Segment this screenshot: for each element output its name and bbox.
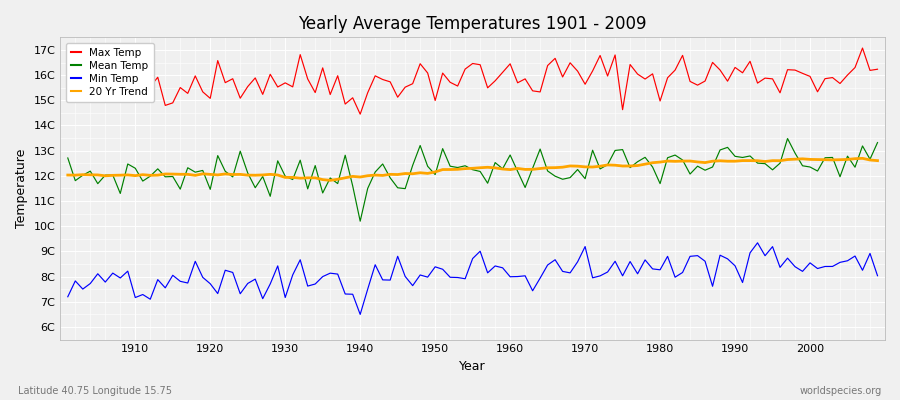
Y-axis label: Temperature: Temperature [15, 149, 28, 228]
Title: Yearly Average Temperatures 1901 - 2009: Yearly Average Temperatures 1901 - 2009 [299, 15, 647, 33]
Legend: Max Temp, Mean Temp, Min Temp, 20 Yr Trend: Max Temp, Mean Temp, Min Temp, 20 Yr Tre… [66, 42, 154, 102]
X-axis label: Year: Year [459, 360, 486, 373]
Text: worldspecies.org: worldspecies.org [800, 386, 882, 396]
Text: Latitude 40.75 Longitude 15.75: Latitude 40.75 Longitude 15.75 [18, 386, 172, 396]
